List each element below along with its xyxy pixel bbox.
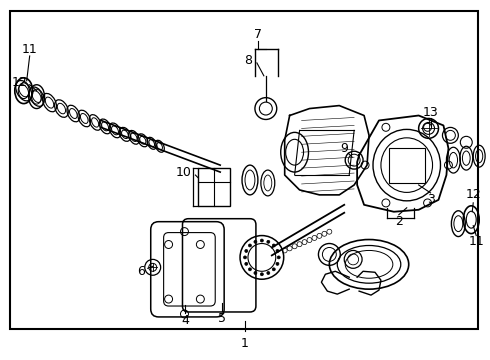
Circle shape xyxy=(267,271,270,274)
Circle shape xyxy=(248,244,251,247)
Text: 1: 1 xyxy=(241,337,249,350)
Circle shape xyxy=(276,262,279,265)
Circle shape xyxy=(254,240,257,243)
Text: 11: 11 xyxy=(22,42,38,55)
Text: 9: 9 xyxy=(340,142,348,155)
Bar xyxy=(198,168,230,206)
Text: 4: 4 xyxy=(181,314,190,327)
Text: 12: 12 xyxy=(466,188,481,201)
Bar xyxy=(389,148,425,183)
Circle shape xyxy=(276,249,279,252)
Text: 6: 6 xyxy=(137,265,145,278)
Circle shape xyxy=(267,240,270,243)
Text: 11: 11 xyxy=(468,235,484,248)
Text: 12: 12 xyxy=(12,76,27,89)
Circle shape xyxy=(248,268,251,271)
Text: 13: 13 xyxy=(423,106,439,119)
Circle shape xyxy=(272,268,275,271)
Circle shape xyxy=(245,249,248,252)
Circle shape xyxy=(245,262,248,265)
Circle shape xyxy=(244,256,246,259)
Bar xyxy=(10,11,478,329)
Text: 3: 3 xyxy=(427,193,435,206)
Circle shape xyxy=(260,273,263,276)
Text: 5: 5 xyxy=(218,312,226,325)
Circle shape xyxy=(277,256,280,259)
Circle shape xyxy=(254,271,257,274)
Text: 8: 8 xyxy=(244,54,252,67)
Text: 10: 10 xyxy=(175,166,192,179)
Circle shape xyxy=(260,239,263,242)
Text: 7: 7 xyxy=(254,28,262,41)
Text: 2: 2 xyxy=(395,215,403,228)
Circle shape xyxy=(272,244,275,247)
